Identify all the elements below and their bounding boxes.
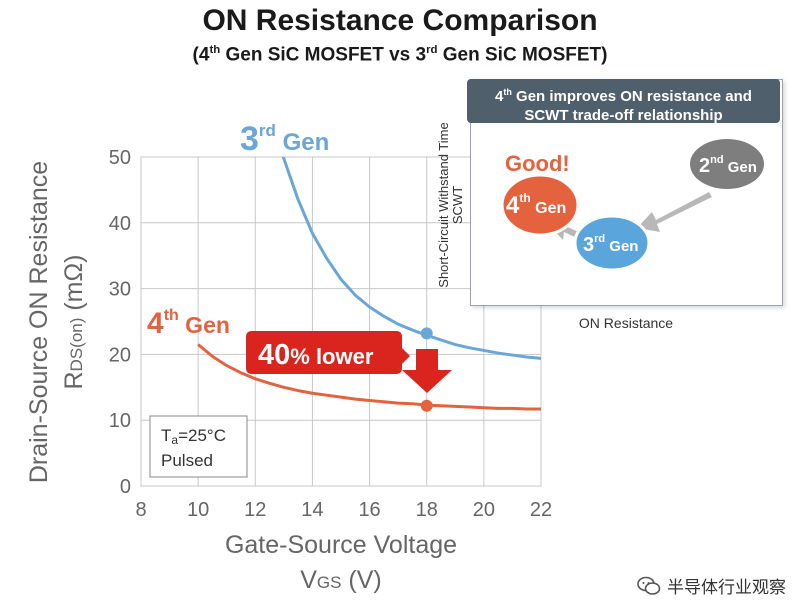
series-line-4th-gen <box>197 343 541 411</box>
svg-text:Pulsed: Pulsed <box>161 451 213 470</box>
x-tick-label: 8 <box>135 499 146 521</box>
y-tick-label: 50 <box>109 147 131 169</box>
y-tick-label: 0 <box>120 476 131 498</box>
chart-subtitle: (4th Gen SiC MOSFET vs 3rd Gen SiC MOSFE… <box>192 44 608 66</box>
x-axis-symbol: VGS (V) <box>300 566 382 594</box>
chart-title: ON Resistance Comparison <box>202 4 598 37</box>
y-tick-label: 20 <box>109 344 131 366</box>
conditions-box: Ta=25°C Pulsed <box>149 415 248 478</box>
x-tick-label: 18 <box>416 499 438 521</box>
arrow-2nd-to-3rd-icon <box>637 192 712 232</box>
series-line-3rd-gen <box>281 157 541 360</box>
x-tick-label: 14 <box>301 499 323 521</box>
svg-text:2nd Gen: 2nd Gen <box>699 154 757 177</box>
x-tick-label: 10 <box>187 499 209 521</box>
y-tick-label: 40 <box>109 213 131 235</box>
inset-graphic: 2nd Gen 3rd Gen Good! 4th Gen <box>500 139 764 272</box>
svg-text:Ta=25°C: Ta=25°C <box>161 426 226 447</box>
inset-header: 4th Gen improves ON resistance and SCWT … <box>467 79 780 124</box>
good-label: Good! <box>505 151 570 176</box>
svg-text:3rd Gen: 3rd Gen <box>583 233 638 256</box>
x-tick-label: 16 <box>358 499 380 521</box>
marker-4th-gen <box>420 399 433 412</box>
series-label-4th-gen: 4th Gen <box>147 307 230 340</box>
y-axis-label: Drain-Source ON Resistance <box>25 161 53 483</box>
wechat-icon <box>637 576 661 595</box>
x-axis-label: Gate-Source Voltage <box>225 531 457 559</box>
marker-3rd-gen <box>420 327 433 340</box>
bubble-2nd-gen <box>690 139 764 189</box>
series-label-3rd-gen: 3rd Gen <box>240 120 329 158</box>
x-tick-label: 20 <box>473 499 495 521</box>
x-axis-ticks: 8 10 12 14 16 18 20 22 <box>135 499 552 521</box>
y-tick-label: 10 <box>109 410 131 432</box>
series-markers <box>420 327 433 412</box>
x-tick-label: 12 <box>244 499 266 521</box>
y-axis-ticks: 0 10 20 30 40 50 <box>109 147 131 498</box>
series-lines <box>197 157 541 411</box>
watermark: 半导体行业观察 <box>637 573 786 598</box>
bubble-4th-gen <box>500 173 580 237</box>
bubble-3rd-gen <box>573 214 651 272</box>
watermark-text: 半导体行业观察 <box>667 578 786 597</box>
y-axis-symbol: RDS(on) (mΩ) <box>60 254 88 389</box>
inset-diagram: 4th Gen improves ON resistance and SCWT … <box>467 79 783 306</box>
percent-lower-callout: 40% lower <box>246 331 410 374</box>
down-arrow-icon <box>402 349 452 393</box>
x-tick-label: 22 <box>530 499 552 521</box>
y-tick-label: 30 <box>109 279 131 301</box>
svg-text:4th Gen: 4th Gen <box>506 191 566 219</box>
svg-text:40% lower: 40% lower <box>258 339 374 371</box>
